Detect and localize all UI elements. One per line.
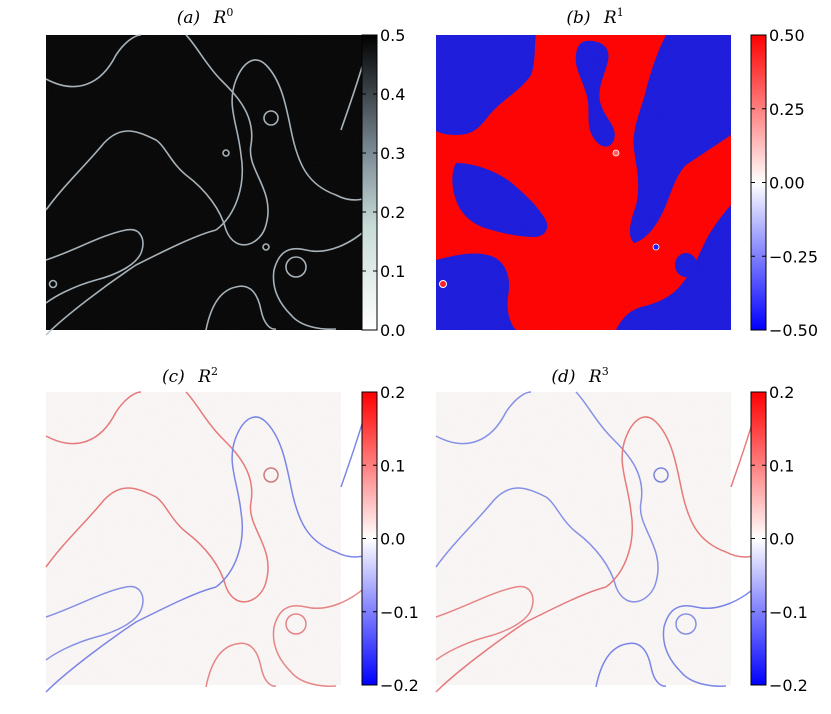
panel-c-title-sup: 2 — [211, 365, 218, 378]
colorbar-d-tick-label: 0.2 — [769, 383, 794, 402]
colorbar-a-tick-label: 0.1 — [380, 262, 405, 281]
panel-b-title-label: (b) — [566, 8, 590, 28]
colorbar-a: 0.0 0.1 0.2 0.3 0.4 0.5 — [361, 26, 405, 340]
panel-d-image — [435, 391, 762, 693]
colorbar-d: −0.2 −0.1 0.0 0.1 0.2 — [750, 383, 808, 695]
panel-d-title: (d) R3 — [551, 365, 608, 387]
panel-b: (b) R1 — [436, 6, 731, 330]
colorbar-c: −0.2 −0.1 0.0 0.1 0.2 — [361, 383, 419, 695]
panel-c-title-label: (c) — [162, 367, 185, 387]
panel-c: (c) R2 — [45, 365, 372, 693]
colorbar-a-tick-label: 0.3 — [380, 144, 405, 163]
panel-c-image — [45, 391, 372, 693]
colorbar-b-tick-label: 0.00 — [769, 174, 805, 193]
panel-a: (a) R0 — [45, 6, 372, 336]
panel-b-image — [436, 35, 731, 330]
colorbars: 0.0 0.1 0.2 0.3 0.4 0.5 −0.50 −0.25 0.00 0.25 0.50… — [361, 26, 818, 695]
panel-b-title: (b) R1 — [566, 6, 623, 28]
colorbar-a-tick-label: 0.2 — [380, 203, 405, 222]
panel-b-title-sup: 1 — [617, 6, 624, 19]
panel-d: (d) R3 — [435, 365, 762, 693]
colorbar-d-tick-label: 0.0 — [769, 530, 794, 549]
colorbar-b: −0.50 −0.25 0.00 0.25 0.50 — [750, 26, 818, 340]
colorbar-b-tick-label: 0.50 — [769, 26, 805, 45]
panel-a-title: (a) R0 — [177, 6, 234, 28]
panel-a-title-sup: 0 — [226, 6, 233, 19]
panel-c-title: (c) R2 — [162, 365, 218, 387]
colorbar-c-tick-label: 0.2 — [380, 383, 405, 402]
panel-d-title-symbol: R — [588, 367, 602, 387]
colorbar-b-tick-label: 0.25 — [769, 100, 805, 119]
panel-c-title-symbol: R — [197, 367, 211, 387]
colorbar-b-tick-label: −0.25 — [769, 247, 818, 266]
colorbar-d-tick-label: 0.1 — [769, 456, 794, 475]
panel-b-title-symbol: R — [603, 8, 617, 28]
panel-d-title-sup: 3 — [602, 365, 609, 378]
panel-d-title-label: (d) — [551, 367, 575, 387]
colorbar-d-tick-label: −0.2 — [769, 676, 808, 695]
colorbar-c-tick-label: 0.0 — [380, 530, 405, 549]
panel-a-title-label: (a) — [177, 8, 200, 28]
colorbar-c-tick-label: −0.2 — [380, 676, 419, 695]
colorbar-c-tick-label: 0.1 — [380, 456, 405, 475]
colorbar-a-gradient — [361, 34, 378, 331]
panel-a-image — [45, 34, 372, 336]
colorbar-d-tick-label: −0.1 — [769, 603, 808, 622]
colorbar-a-tick-label: 0.4 — [380, 85, 405, 104]
colorbar-a-tick-label: 0.5 — [380, 26, 405, 45]
colorbar-a-tick-label: 0.0 — [380, 321, 405, 340]
panel-a-title-symbol: R — [213, 8, 227, 28]
colorbar-c-tick-label: −0.1 — [380, 603, 419, 622]
colorbar-b-tick-label: −0.50 — [769, 321, 818, 340]
